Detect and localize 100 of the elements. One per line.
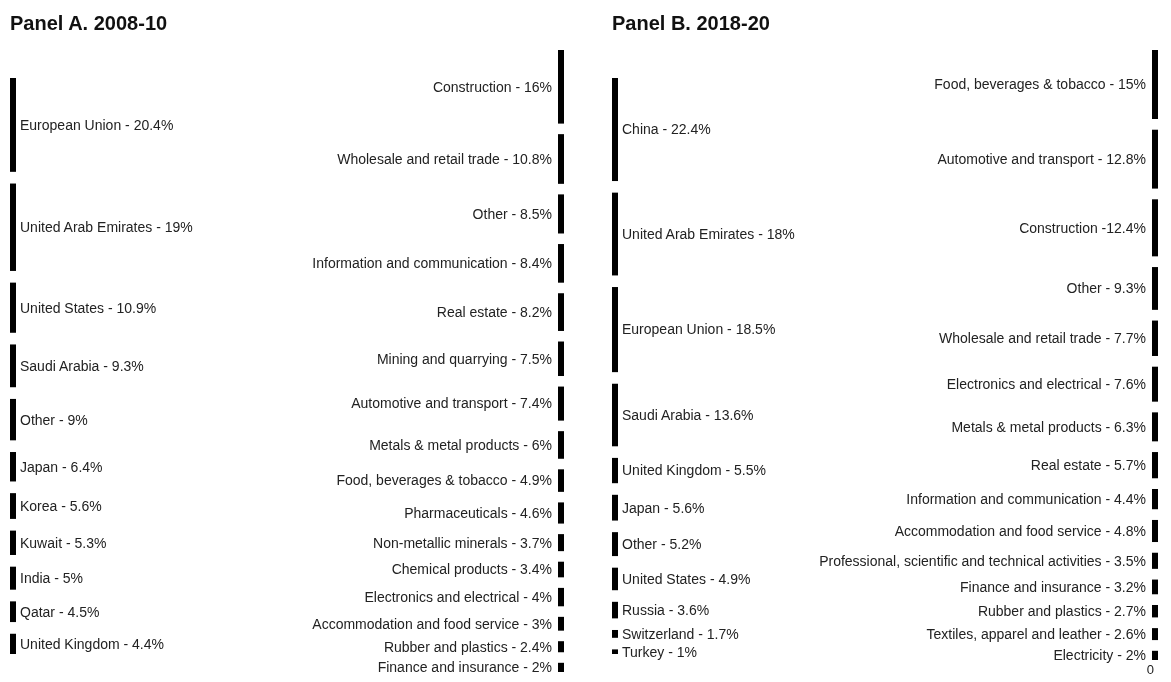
data-label: 5.6% — [672, 499, 705, 516]
category-label: Other - — [1066, 280, 1115, 297]
category-label: Accommodation and food service - — [894, 522, 1115, 539]
data-label: 15% — [1117, 76, 1146, 93]
category-label: Real estate - — [436, 304, 521, 320]
data-label: 2.6% — [1114, 626, 1146, 643]
category-label: Non-metallic minerals - — [373, 534, 521, 551]
data-label: 19% — [164, 219, 193, 236]
data-label: 7.6% — [1114, 376, 1146, 393]
category-label: Metals & metal products - — [951, 418, 1115, 435]
category-label: European Union - — [622, 321, 736, 338]
data-label: 2.4% — [520, 638, 552, 655]
data-label: 13.6% — [713, 406, 754, 423]
category-label: Pharmaceuticals - — [404, 504, 521, 521]
data-label: 3.7% — [520, 534, 552, 551]
data-label: 12.4% — [1106, 219, 1146, 236]
data-label: 4.5% — [67, 603, 100, 620]
data-label: 7.4% — [520, 395, 552, 412]
category-label: Saudi Arabia - — [622, 406, 714, 423]
data-label: 8.5% — [520, 205, 552, 222]
category-label: Real estate - — [1030, 457, 1115, 474]
category-label: Mining and quarrying - — [376, 350, 521, 367]
text: Panel A. 2008-10 — [10, 12, 168, 34]
category-label: Other - — [622, 536, 670, 553]
category-label: Turkey - — [622, 643, 677, 660]
data-label: 3.2% — [1114, 578, 1146, 595]
data-label: 5.5% — [734, 462, 766, 479]
data-label: 4.6% — [520, 504, 552, 521]
data-label: 5.7% — [1114, 457, 1146, 474]
category-label: United Arab Emirates - — [20, 219, 165, 236]
data-label: 1% — [676, 643, 697, 660]
category-label: Rubber and plastics - — [977, 603, 1115, 620]
category-label: European Union - — [20, 116, 134, 133]
category-label: Automotive and transport - — [937, 151, 1107, 168]
data-label: 5.6% — [69, 497, 102, 514]
category-label: Electronics and electrical - — [364, 589, 532, 605]
data-label: 7.5% — [520, 350, 552, 367]
data-label: 20.4% — [133, 116, 174, 133]
data-label: 2% — [1125, 647, 1146, 664]
category-label: United States - — [20, 299, 117, 316]
category-label: Finance and insurance - — [959, 578, 1115, 595]
data-label: 22.4% — [671, 121, 711, 138]
data-label: 9.3% — [111, 357, 144, 374]
category-label: Finance and insurance - — [377, 659, 532, 676]
data-label: 18.5% — [735, 321, 776, 338]
data-label: 4% — [531, 589, 552, 605]
data-label: 5.3% — [74, 534, 107, 551]
category-label: China - — [622, 121, 672, 138]
category-label: Construction - — [1019, 219, 1107, 236]
text: Panel B. 2018-20 — [612, 12, 770, 34]
category-label: United States - — [622, 570, 719, 587]
category-label: Kuwait - — [20, 534, 75, 551]
data-label: 4.9% — [718, 570, 751, 587]
category-label: Saudi Arabia - — [20, 357, 112, 374]
data-label: 8.4% — [520, 255, 552, 272]
category-label: Japan - — [622, 499, 673, 516]
category-label: Textiles, apparel and leather - — [926, 626, 1115, 643]
data-label: 3.5% — [1114, 552, 1146, 569]
category-label: Professional, scientific and technical activities - — [819, 552, 1115, 569]
data-label: 2.7% — [1114, 603, 1146, 620]
data-label: 3.4% — [520, 561, 552, 578]
data-label: 5% — [62, 570, 84, 587]
category-label: Metals & metal products - — [369, 436, 532, 453]
category-label: Rubber and plastics - — [383, 638, 521, 655]
category-label: Russia - — [622, 602, 678, 618]
category-label: Food, beverages & tobacco - — [336, 472, 521, 489]
category-label: Automotive and transport - — [351, 395, 521, 412]
data-label: 8.2% — [520, 304, 552, 320]
category-label: Wholesale and retail trade - — [337, 150, 513, 167]
category-label: United Kingdom - — [622, 462, 735, 479]
data-label: 4.4% — [1114, 491, 1146, 508]
data-label: 12.8% — [1106, 151, 1146, 168]
data-label: 10.8% — [512, 150, 552, 167]
data-label: 4.4% — [132, 635, 164, 652]
data-label: 3.6% — [677, 602, 710, 618]
category-label: Information and communication - — [906, 491, 1115, 508]
data-label: 3% — [531, 615, 552, 632]
data-label: 4.8% — [1114, 522, 1146, 539]
data-label: 10.9% — [116, 299, 157, 316]
category-label: India - — [20, 570, 63, 587]
data-label: 6.3% — [1114, 418, 1146, 435]
data-label: 6.4% — [70, 458, 103, 475]
category-label: Food, beverages & tobacco - — [934, 76, 1118, 93]
category-label: Electronics and electrical - — [946, 376, 1115, 393]
data-label: 4.9% — [520, 472, 552, 489]
category-label: Other - — [20, 411, 68, 428]
category-label: Electricity - — [1053, 647, 1126, 664]
data-label: 18% — [766, 225, 795, 242]
category-label: Construction - — [432, 78, 524, 95]
text: 0 — [1146, 662, 1154, 677]
data-label: 9% — [67, 411, 88, 428]
category-label: Accommodation and food service - — [312, 615, 532, 632]
category-label: Japan - — [20, 458, 71, 475]
category-label: United Kingdom - — [20, 635, 133, 652]
category-label: Wholesale and retail trade - — [938, 330, 1115, 347]
category-label: Switzerland - — [622, 625, 707, 642]
data-label: 9.3% — [1114, 280, 1146, 297]
data-label: 1.7% — [706, 625, 739, 642]
data-label: 2% — [531, 659, 552, 676]
data-label: 16% — [523, 78, 552, 95]
